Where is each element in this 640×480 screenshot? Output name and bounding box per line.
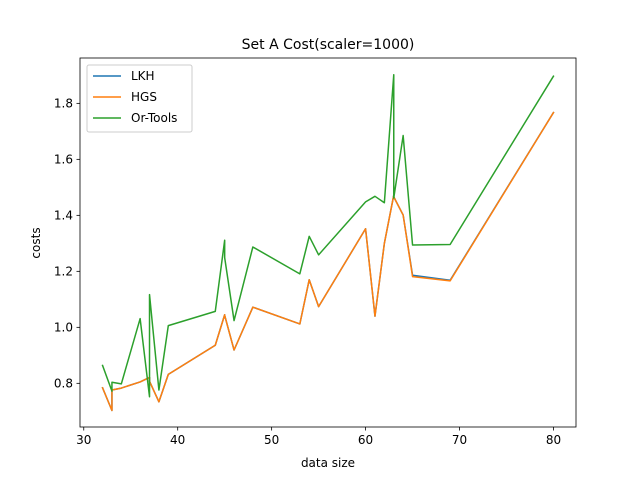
legend-box — [86, 64, 193, 133]
x-tick-label: 50 — [264, 433, 279, 447]
chart-title: Set A Cost(scaler=1000) — [242, 37, 415, 53]
legend-label: Or-Tools — [131, 111, 177, 125]
x-tick-label: 40 — [170, 433, 185, 447]
y-axis: 0.8 1.0 1.2 1.4 1.6 1.8 — [54, 96, 80, 390]
x-tick-label: 80 — [546, 433, 561, 447]
plot-lines — [101, 74, 555, 412]
x-axis-label: data size — [301, 456, 355, 470]
y-tick-label: 1.4 — [54, 208, 73, 222]
y-tick-label: 1.6 — [54, 152, 73, 166]
x-axis: 30 40 50 60 70 80 — [76, 427, 561, 447]
x-tick-label: 60 — [358, 433, 373, 447]
x-tick-label: 30 — [76, 433, 91, 447]
series-line-or-tools — [101, 74, 555, 398]
x-tick-label: 70 — [452, 433, 467, 447]
legend: LKH HGS Or-Tools — [86, 64, 193, 133]
y-axis-label: costs — [29, 227, 43, 258]
y-tick-label: 1.2 — [54, 264, 73, 278]
y-tick-label: 1.8 — [54, 96, 73, 110]
y-tick-label: 1.0 — [54, 320, 73, 334]
plot-frame — [79, 57, 577, 428]
legend-label: LKH — [131, 69, 155, 83]
legend-label: HGS — [131, 90, 157, 104]
y-tick-label: 0.8 — [54, 376, 73, 390]
